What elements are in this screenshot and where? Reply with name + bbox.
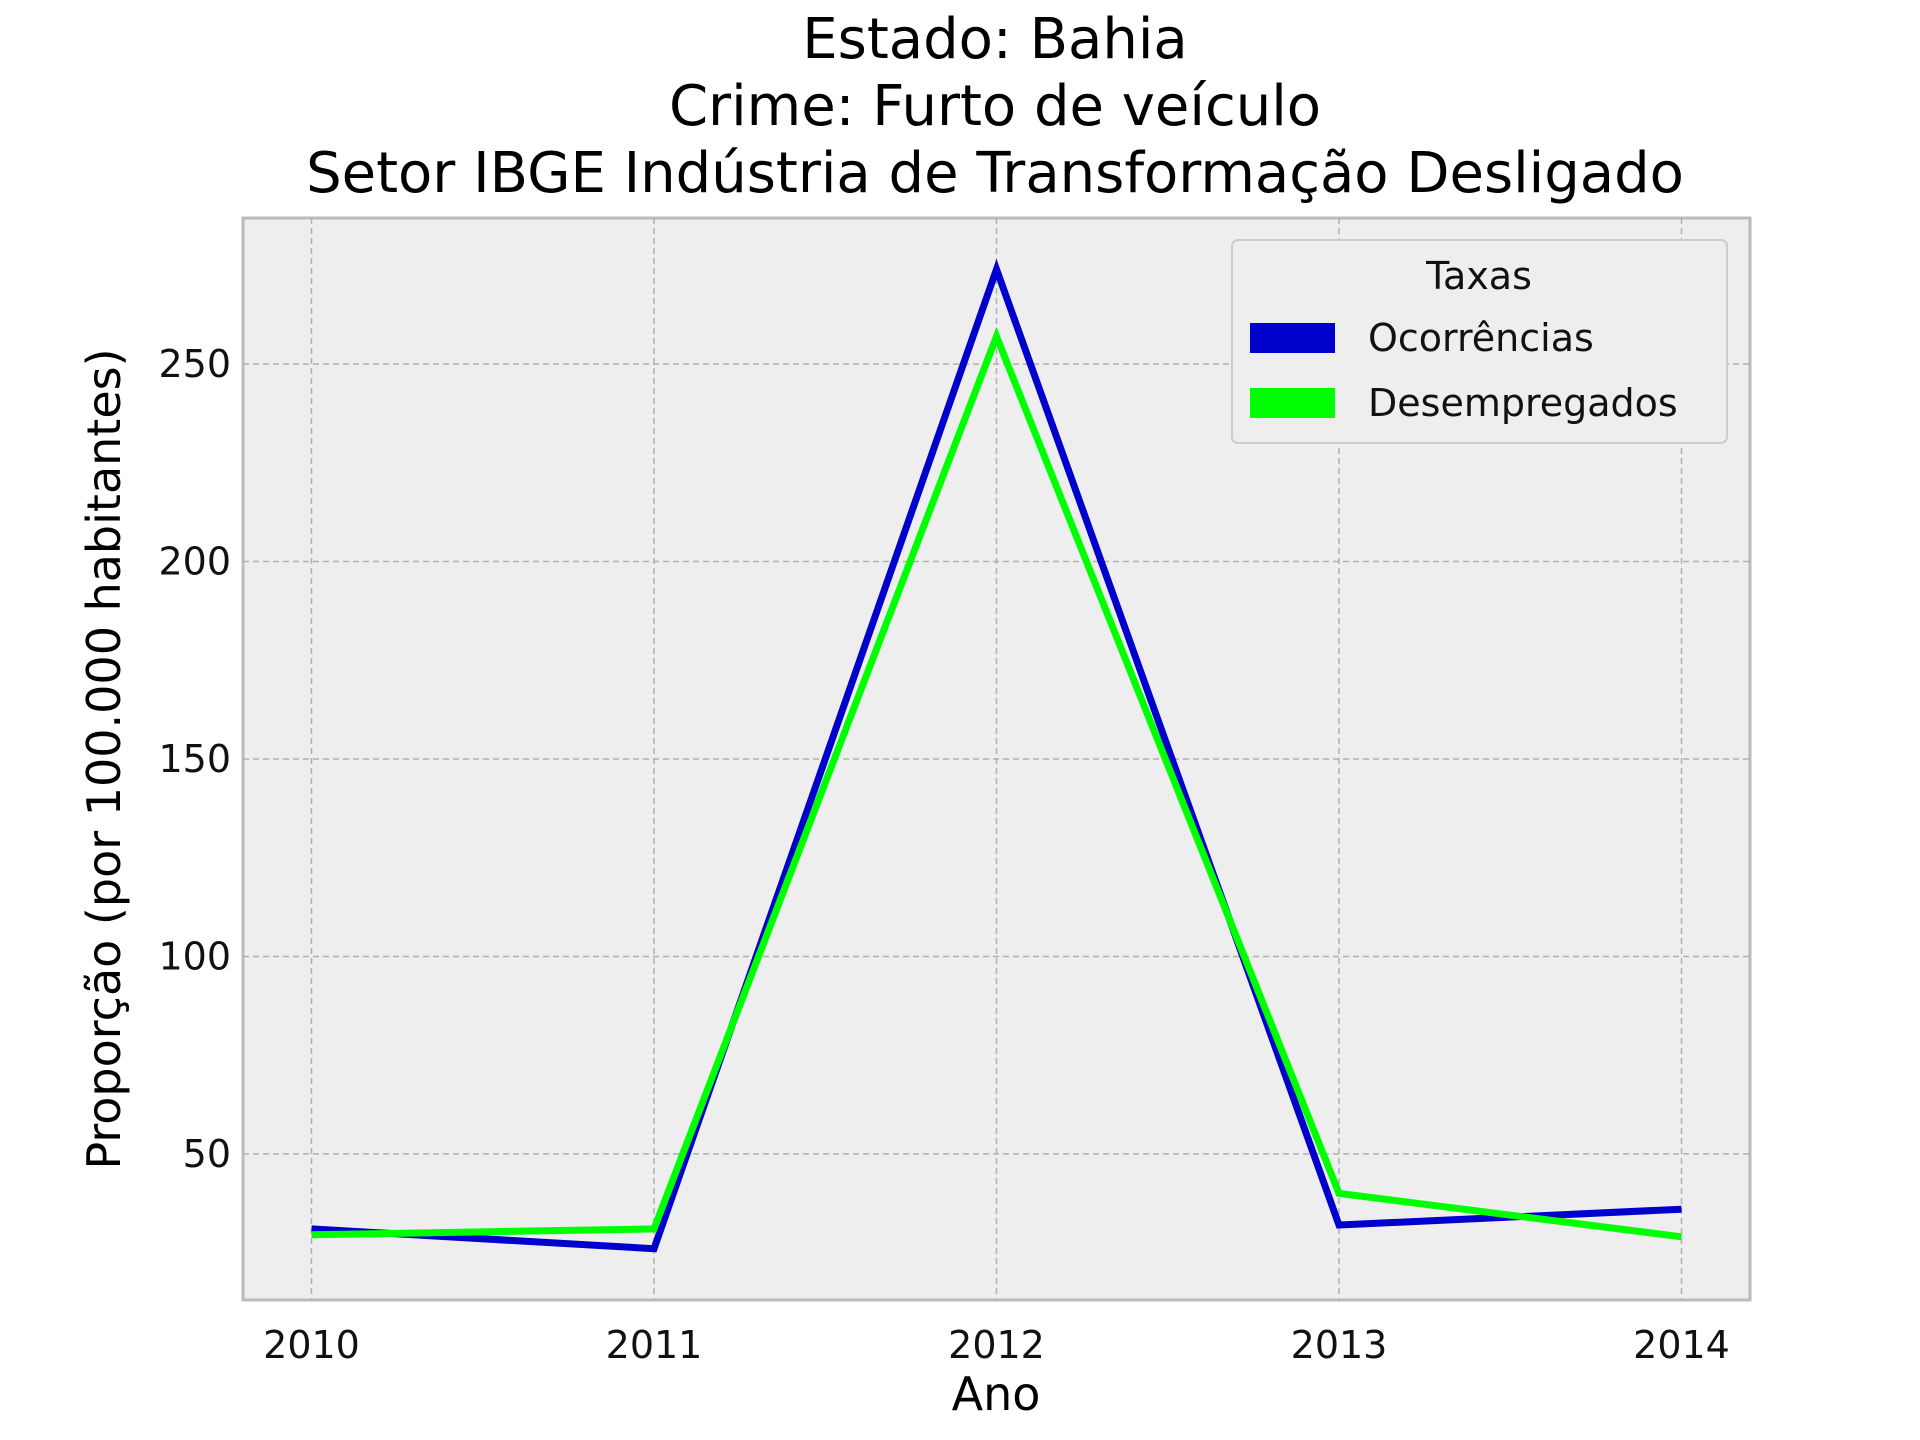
x-tick-label-2013: 2013	[1291, 1323, 1388, 1367]
chart-title-line-3: Setor IBGE Indústria de Transformação De…	[306, 141, 1684, 206]
x-tick-label-2011: 2011	[606, 1323, 703, 1367]
grid	[243, 218, 1750, 1300]
chart-title-line-2: Crime: Furto de veículo	[669, 74, 1321, 139]
series-line-ocorrencias	[311, 258, 1682, 1253]
legend-swatch-ocorrencias	[1250, 323, 1335, 353]
legend-swatch-desempregados	[1250, 388, 1335, 418]
x-axis-label: Ano	[952, 1367, 1041, 1421]
legend: Taxas Ocorrências Desempregados	[1231, 239, 1728, 444]
legend-box	[1231, 239, 1728, 444]
x-tick-label-2010: 2010	[263, 1323, 360, 1367]
y-tick-label-100: 100	[158, 934, 231, 978]
y-tick-label-150: 150	[158, 737, 231, 781]
y-axis-label: Proporção (por 100.000 habitantes)	[77, 348, 131, 1169]
x-tick-label-2014: 2014	[1633, 1323, 1730, 1367]
x-ticks: 2010 2011 2012 2013 2014	[263, 1323, 1730, 1367]
y-ticks: 50 100 150 200 250	[158, 342, 231, 1176]
legend-label-desempregados: Desempregados	[1368, 381, 1678, 425]
series-line-desempregados	[311, 326, 1682, 1241]
y-tick-label-250: 250	[158, 342, 231, 386]
x-tick-label-2012: 2012	[948, 1323, 1045, 1367]
series-lines	[311, 258, 1682, 1253]
y-tick-label-200: 200	[158, 540, 231, 584]
legend-title: Taxas	[1425, 254, 1532, 298]
chart-title-line-1: Estado: Bahia	[802, 7, 1187, 72]
legend-label-ocorrencias: Ocorrências	[1368, 316, 1594, 360]
y-tick-label-50: 50	[183, 1132, 231, 1176]
